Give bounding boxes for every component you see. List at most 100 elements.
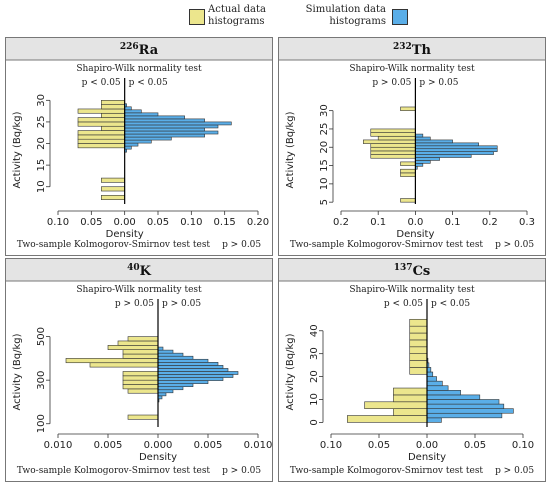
x-tick-label: 0.005: [94, 440, 123, 451]
simulation-bar: [415, 154, 472, 158]
legend-simulation-swatch: [392, 9, 408, 25]
simulation-bar: [415, 142, 479, 147]
y-tick-label: 30: [36, 94, 47, 107]
y-tick-label: 500: [36, 327, 47, 346]
x-tick-label: 0.1: [370, 217, 386, 228]
panel-strip: [279, 38, 545, 60]
simulation-bar: [157, 368, 229, 372]
actual-bar: [101, 100, 125, 105]
x-tick-label: 0.2: [333, 217, 349, 228]
simulation-bar: [415, 148, 498, 152]
simulation-bar: [124, 124, 219, 129]
actual-bar: [370, 128, 416, 133]
y-tick-label: 10: [36, 180, 47, 193]
x-tick-label: 0.00: [416, 440, 438, 451]
sw-p-right: p < 0.05: [431, 299, 470, 309]
simulation-bar: [157, 346, 164, 351]
actual-bar: [101, 177, 125, 183]
legend-simulation-label: Simulation data histograms: [305, 4, 386, 27]
x-axis-label: Density: [139, 452, 177, 463]
simulation-bar: [124, 133, 205, 138]
x-tick-label: 0.10: [512, 440, 534, 451]
actual-bar: [127, 414, 159, 420]
simulation-bar: [124, 136, 172, 141]
actual-bar: [122, 379, 159, 385]
actual-bar: [370, 143, 416, 148]
simulation-bar: [415, 157, 440, 161]
simulation-bar: [157, 386, 184, 391]
sw-p-left: p < 0.05: [384, 299, 423, 309]
y-tick-label: 15: [36, 159, 47, 172]
simulation-bar: [426, 390, 461, 396]
actual-bar: [77, 138, 125, 144]
legend-actual-swatch: [189, 9, 205, 25]
y-tick-label: 10: [309, 393, 320, 406]
x-tick-label: 0.10: [320, 440, 342, 451]
panel-strip: [6, 38, 272, 60]
actual-bar: [364, 401, 428, 409]
simulation-bar: [157, 362, 219, 366]
ks-test: Two-sample Kolmogorov-Smirnov test test p…: [17, 466, 262, 476]
simulation-bar: [157, 358, 209, 363]
actual-bar: [122, 353, 159, 359]
y-tick-label: 20: [309, 370, 320, 383]
actual-bar: [393, 387, 428, 396]
actual-bar: [122, 375, 159, 381]
x-tick-label: 0.05: [147, 217, 169, 228]
simulation-bar: [415, 136, 431, 141]
sw-p-right: p > 0.05: [419, 78, 458, 88]
simulation-bar: [426, 417, 442, 423]
actual-bar: [400, 168, 416, 174]
actual-bar: [370, 154, 416, 159]
ks-test: Two-sample Kolmogorov-Smirnov test test p…: [290, 240, 535, 250]
y-tick-label: 20: [319, 141, 330, 154]
simulation-bar: [157, 371, 239, 375]
actual-bar: [77, 117, 125, 123]
panel-strip: [279, 259, 545, 281]
actual-bar: [400, 161, 416, 166]
panel-th: 232Th Shapiro-Wilk normality test p > 0.05…: [278, 37, 546, 256]
actual-bar: [347, 415, 428, 423]
x-tick-label: 0.10: [47, 217, 69, 228]
simulation-bar: [157, 380, 209, 384]
simulation-bar: [124, 115, 185, 120]
y-tick-label: 40: [309, 324, 320, 337]
y-tick-label: 30: [309, 347, 320, 360]
ks-test: Two-sample Kolmogorov-Smirnov test test p…: [17, 240, 262, 250]
sw-p-left: p > 0.05: [372, 78, 411, 88]
x-tick-label: 0.00: [114, 217, 136, 228]
actual-bar: [400, 106, 416, 111]
x-tick-label: 0.20: [247, 217, 269, 228]
simulation-bar: [124, 142, 139, 147]
panel-cs: 137Cs Shapiro-Wilk normality test p < 0.05…: [278, 258, 546, 482]
simulation-bar: [426, 394, 481, 400]
x-tick-label: 0.10: [180, 217, 202, 228]
actual-bar: [409, 332, 428, 341]
panel-title: 137Cs: [394, 263, 430, 279]
actual-bar: [409, 360, 428, 368]
actual-bar: [409, 346, 428, 354]
actual-bar: [370, 146, 416, 152]
actual-bar: [377, 135, 416, 141]
legend-actual-label: Actual data histograms: [208, 4, 266, 27]
simulation-bar: [124, 145, 132, 150]
simulation-bar: [124, 118, 205, 123]
actual-bar: [393, 394, 428, 403]
actual-bar: [363, 139, 416, 144]
x-tick-label: 0.005: [194, 440, 223, 451]
x-tick-label: 0.3: [519, 217, 535, 228]
sw-p-right: p > 0.05: [162, 299, 201, 309]
actual-bar: [89, 362, 159, 368]
simulation-bar: [426, 380, 443, 387]
actual-bar: [101, 104, 125, 110]
legend: Actual data histograms Simulation data h…: [0, 0, 550, 36]
x-tick-label: 0.05: [464, 440, 486, 451]
actual-bar: [77, 121, 125, 127]
simulation-bar: [124, 109, 142, 114]
x-tick-label: 0.000: [144, 440, 173, 451]
simulation-bar: [124, 127, 205, 132]
actual-bar: [127, 388, 159, 394]
x-tick-label: 0.010: [244, 440, 272, 451]
simulation-bar: [426, 412, 503, 419]
actual-bar: [77, 143, 125, 149]
